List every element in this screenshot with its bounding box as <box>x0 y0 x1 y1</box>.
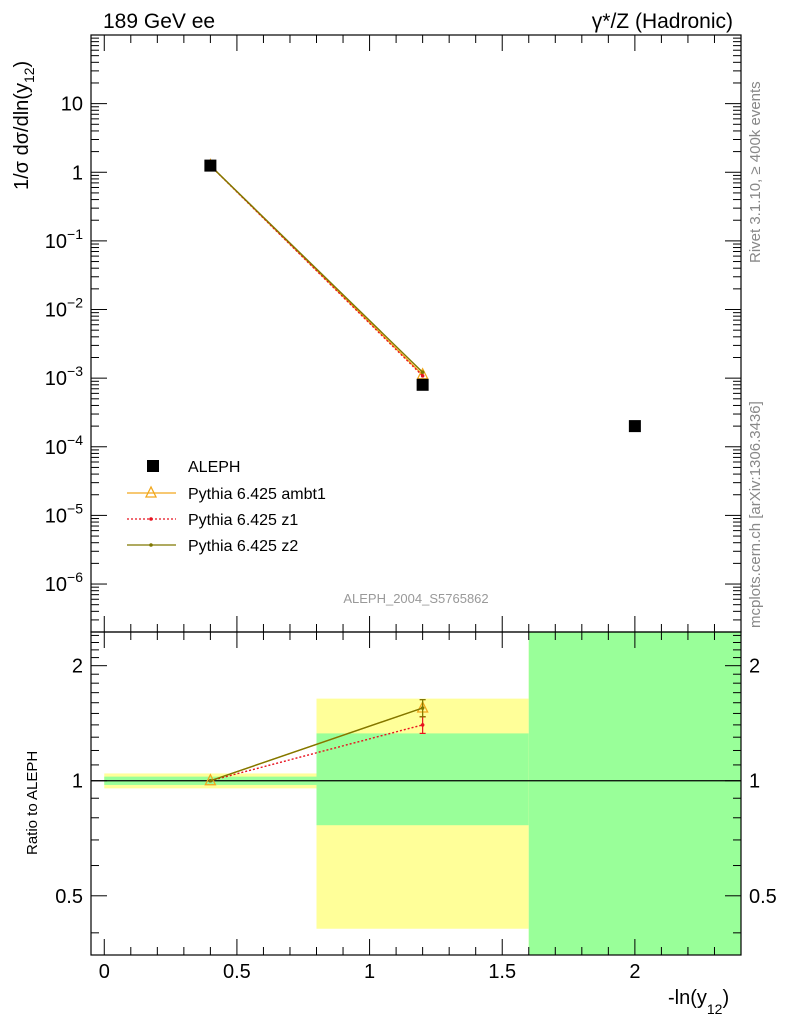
ratio-frame <box>90 631 742 956</box>
tick-exponent: −4 <box>67 432 83 448</box>
x-tick-label: 0 <box>99 961 110 983</box>
main-y-tick-label: 10−6 <box>45 569 83 596</box>
main-y-tick-label: 10−1 <box>45 226 83 253</box>
ratio-series-line <box>210 707 423 782</box>
legend-ambt1-label: Pythia 6.425 ambt1 <box>188 486 326 503</box>
aleph-data-point <box>628 420 641 433</box>
tick-base: 10 <box>45 437 67 459</box>
main-y-tick-label: 10−2 <box>45 295 83 322</box>
legend-z2-marker <box>149 543 153 547</box>
legend-z1-marker <box>149 517 153 521</box>
ratio-y-tick-label-right: 2 <box>749 656 760 678</box>
legend-z1-label: Pythia 6.425 z1 <box>188 512 298 529</box>
tick-base: 10 <box>45 231 67 253</box>
tick-exponent: −1 <box>67 226 83 242</box>
main-y-axis-label: 1/σ dσ/dln(y12) <box>11 61 37 190</box>
header-right: γ*/Z (Hadronic) <box>592 10 733 33</box>
main-series-marker <box>420 374 425 378</box>
main-y-tick-label: 10−5 <box>45 500 83 527</box>
legend-z2-label: Pythia 6.425 z2 <box>188 538 298 555</box>
ratio-series-marker <box>208 778 213 783</box>
main-y-tick-label: 10−4 <box>45 432 83 459</box>
ratio-y-tick-labels: 0.5 0.5 1 1 2 2 <box>55 656 777 908</box>
tick-exponent: −6 <box>67 569 83 585</box>
legend-aleph-marker <box>147 460 159 472</box>
aleph-data-point <box>416 378 429 391</box>
mcplots-label: mcplots.cern.ch [arXiv:1306.3436] <box>747 401 764 628</box>
tick-base: 10 <box>45 368 67 390</box>
ratio-y-tick-label-left: 1 <box>72 771 83 793</box>
x-tick-label: 2 <box>629 961 640 983</box>
ratio-series-marker <box>420 723 425 727</box>
ratio-series-line <box>210 724 423 782</box>
x-axis-label: -ln(y12) <box>668 987 729 1017</box>
legend-aleph-label: ALEPH <box>188 459 240 476</box>
main-series-layer <box>204 158 641 433</box>
tick-base: 10 <box>45 505 67 527</box>
main-series-marker <box>420 370 425 375</box>
ratio-y-tick-label-right: 0.5 <box>749 886 777 908</box>
main-series-line <box>209 165 424 373</box>
band-green-1 <box>316 733 529 826</box>
x-tick-labels: 0 0.5 1 1.5 2 <box>99 961 641 983</box>
ratio-series-marker <box>420 706 425 710</box>
x-tick-label: 1.5 <box>488 961 516 983</box>
legend: ALEPH Pythia 6.425 ambt1 Pythia 6.425 z1… <box>127 459 326 555</box>
main-series-marker <box>416 367 429 380</box>
rivet-version-label: Rivet 3.1.10, ≥ 400k events <box>747 81 764 263</box>
aleph-data-point <box>204 159 217 172</box>
ratio-y-tick-label-right: 1 <box>749 771 760 793</box>
ratio-y-tick-label-left: 0.5 <box>55 886 83 908</box>
band-green-2 <box>528 632 741 955</box>
tick-exponent: −2 <box>67 295 83 311</box>
legend-ambt1-marker <box>144 485 158 498</box>
tick-base: 10 <box>45 300 67 322</box>
header-left: 189 GeV ee <box>103 10 215 33</box>
tick-base: 10 <box>45 574 67 596</box>
main-y-tick-label: 10−3 <box>45 363 83 390</box>
x-tick-label: 0.5 <box>223 961 251 983</box>
tick-exponent: −3 <box>67 363 83 379</box>
ratio-series-layer <box>204 699 429 786</box>
axis-ticks <box>91 34 741 955</box>
analysis-label: ALEPH_2004_S5765862 <box>343 591 488 606</box>
ratio-uncertainty-bands <box>104 632 741 955</box>
tick-exponent: −5 <box>67 500 83 516</box>
main-y-tick-label: 10 <box>61 94 83 116</box>
x-tick-label: 1 <box>364 961 375 983</box>
ratio-y-tick-label-left: 2 <box>72 656 83 678</box>
main-y-tick-label: 1 <box>72 162 83 184</box>
ratio-y-axis-label: Ratio to ALEPH <box>24 751 41 855</box>
